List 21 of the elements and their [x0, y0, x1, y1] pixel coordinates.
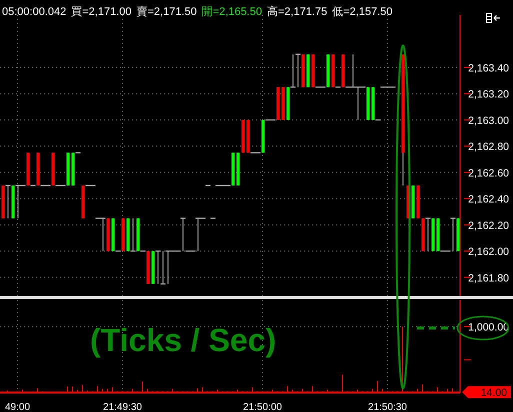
annotation: 賣=2,171.50: [136, 6, 197, 18]
x-tick-label: 21:50:30: [368, 402, 408, 412]
x-tick-label: 21:50:00: [243, 402, 282, 412]
annotation: (Ticks / Sec): [90, 322, 276, 359]
y-tick-label: 2,161.80: [468, 272, 510, 284]
y-tick-label: 2,162.80: [468, 141, 510, 154]
y-tick-label: 2,163.40: [468, 62, 510, 74]
y-tick-label: 2,162.40: [468, 194, 510, 206]
y-tick-label: 2,162.60: [468, 167, 510, 180]
annotation: 低=2,157.50: [332, 6, 392, 18]
y-tick-label: 2,163.00: [468, 114, 510, 127]
annotation: 高=2,171.75: [266, 6, 328, 18]
annotation: 開=2,165.50: [202, 6, 262, 18]
x-tick-label: 21:49:30: [103, 402, 142, 412]
x-tick-label: 49:00: [4, 402, 30, 412]
y-tick-label: 2,162.00: [468, 246, 510, 258]
ref-line-label: 14.00: [480, 387, 508, 400]
y-tick-label: 2,162.20: [468, 220, 510, 232]
y-tick-label: 2,163.20: [468, 88, 510, 101]
annotation: 05:00:00.042: [2, 6, 66, 18]
annotation: 買=2,171.00: [71, 6, 132, 18]
